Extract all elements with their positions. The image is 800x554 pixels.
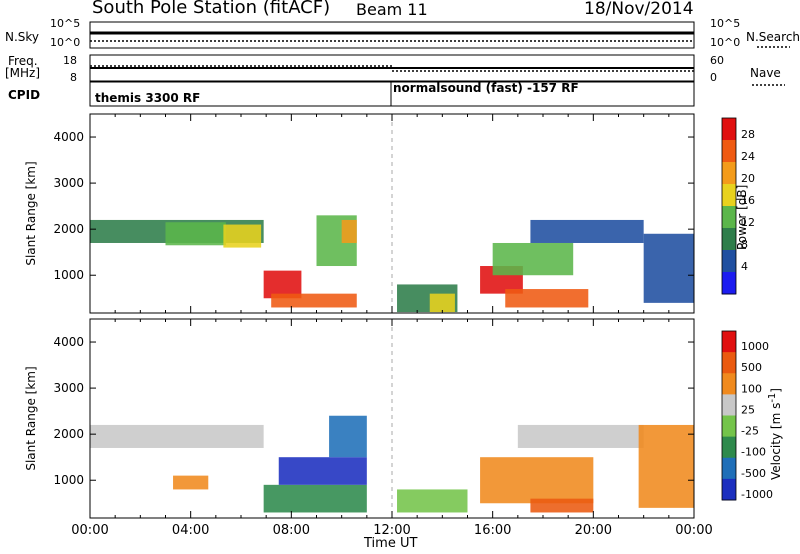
nsky-panel: [89, 21, 695, 49]
velocity-heatmap: 1000 2000 3000 4000 Slant Range [km]: [24, 318, 695, 519]
nsearch-tick-top: 10^5: [710, 17, 741, 30]
power-region: [505, 289, 589, 308]
xtick-label: 00:00: [71, 523, 108, 538]
velocity-colorbar-swatch: [722, 352, 736, 374]
power-ytick-label: 3000: [53, 176, 84, 190]
nsky-tick-bottom: 10^0: [50, 36, 81, 49]
power-colorbar-tick: 20: [741, 172, 755, 185]
velocity-ytick-label: 1000: [53, 473, 84, 487]
velocity-colorbar-swatch: [722, 415, 736, 438]
velocity-colorbar-tick: 25: [741, 403, 755, 416]
velocity-region: [263, 484, 367, 513]
power-colorbar-swatch: [722, 184, 736, 207]
velocity-colorbar-swatch: [722, 331, 736, 353]
velocity-region: [329, 415, 367, 458]
cpid-segment-2: normalsound (fast) -157 RF: [393, 81, 579, 95]
power-region: [492, 242, 574, 276]
power-region: [429, 293, 455, 313]
power-colorbar-swatch: [722, 272, 736, 295]
power-colorbar-swatch: [722, 140, 736, 163]
power-colorbar-tick: 12: [741, 216, 755, 229]
power-region: [341, 219, 357, 243]
velocity-ytick-label: 4000: [53, 335, 84, 349]
nave-tick-bottom: 0: [710, 71, 717, 84]
cpid-panel: [89, 81, 695, 107]
velocity-region: [638, 424, 694, 508]
nave-tick-top: 60: [710, 54, 724, 67]
velocity-colorbar-swatch: [722, 457, 736, 480]
power-colorbar: 28 24 20 16 12 8 4: [721, 117, 755, 295]
power-colorbar-swatch: [722, 162, 736, 185]
velocity-colorbar-tick: 100: [741, 382, 762, 395]
power-colorbar-frame: [721, 117, 737, 295]
power-region: [530, 219, 644, 243]
power-colorbar-swatch: [722, 250, 736, 273]
velocity-region: [530, 498, 594, 513]
velocity-region: [173, 475, 209, 490]
power-region: [165, 222, 226, 246]
power-colorbar-tick: 24: [741, 150, 755, 163]
power-colorbar-tick: 8: [741, 238, 748, 251]
power-ytick-label: 4000: [53, 130, 84, 144]
velocity-colorbar-swatch: [722, 436, 736, 459]
beam-label: Beam 11: [356, 0, 428, 19]
velocity-colorbar-swatch: [722, 478, 736, 501]
velocity-ylabel: Slant Range [km]: [24, 366, 38, 470]
velocity-colorbar-tick: -100: [741, 446, 766, 459]
velocity-region: [480, 457, 594, 504]
velocity-colorbar: 1000 500 100 25 -25 -100 -500 -1000: [721, 330, 773, 501]
xtick-label: 20:00: [575, 523, 612, 538]
xtick-label: 00:00: [675, 523, 712, 538]
freq-label: Freq.: [8, 54, 38, 68]
power-region: [643, 233, 694, 303]
cpid-segment-1: themis 3300 RF: [95, 91, 201, 105]
velocity-region: [90, 424, 264, 448]
velocity-colorbar-tick: -1000: [741, 488, 773, 501]
velocity-colorbar-tick: -500: [741, 467, 766, 480]
power-colorbar-swatch: [722, 228, 736, 251]
power-heatmap: 1000 2000 3000 4000 Slant Range [km]: [24, 113, 695, 314]
power-region: [223, 224, 262, 248]
velocity-colorbar-tick: 500: [741, 361, 762, 374]
power-ytick-label: 2000: [53, 222, 84, 236]
nsearch-tick-bottom: 10^0: [710, 36, 741, 49]
velocity-colorbar-tick: 1000: [741, 340, 769, 353]
velocity-colorbar-tick: -25: [741, 425, 759, 438]
velocity-ytick-label: 2000: [53, 427, 84, 441]
freq-tick-bottom: 8: [70, 71, 77, 84]
velocity-colorbar-swatch: [722, 373, 736, 395]
date-label: 18/Nov/2014: [584, 0, 694, 19]
x-axis-label: Time UT: [364, 536, 418, 551]
velocity-region: [397, 489, 468, 513]
xtick-label: 16:00: [474, 523, 511, 538]
velocity-ytick-label: 3000: [53, 381, 84, 395]
power-colorbar-tick: 16: [741, 194, 755, 207]
velocity-region: [278, 457, 367, 485]
freq-tick-top: 18: [63, 54, 77, 67]
freq-unit-label: [MHz]: [5, 66, 41, 80]
power-ylabel: Slant Range [km]: [24, 161, 38, 265]
cpid-label: CPID: [8, 88, 41, 102]
chart-title: South Pole Station (fitACF): [92, 0, 331, 18]
power-colorbar-tick: 28: [741, 128, 755, 141]
xtick-label: 04:00: [172, 523, 209, 538]
xtick-label: 12:00: [373, 523, 410, 538]
nsky-tick-top: 10^5: [50, 17, 81, 30]
xtick-label: 08:00: [273, 523, 310, 538]
power-ytick-label: 1000: [53, 268, 84, 282]
velocity-colorbar-frame: [721, 330, 737, 501]
power-colorbar-swatch: [722, 206, 736, 229]
nsearch-label: N.Search: [746, 30, 800, 44]
freq-panel: [89, 54, 695, 82]
nsky-label: N.Sky: [5, 30, 40, 44]
nave-label: Nave: [750, 66, 781, 80]
velocity-colorbar-swatch: [722, 394, 736, 416]
power-colorbar-swatch: [722, 118, 736, 141]
power-colorbar-tick: 4: [741, 260, 748, 273]
velocity-region: [517, 424, 644, 448]
power-region: [271, 293, 357, 308]
